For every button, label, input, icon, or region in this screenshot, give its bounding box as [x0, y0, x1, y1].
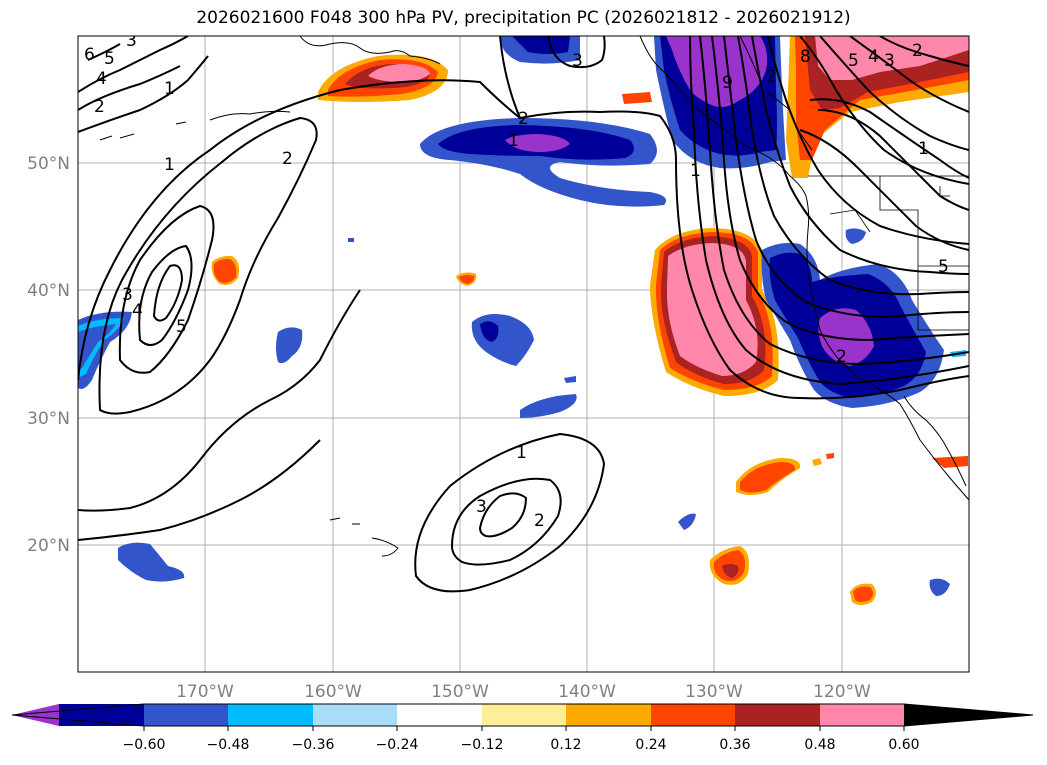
contour-labels: 6 5 4 3 2 1 1 2 3 4 5 2 3 1 2 3 1 2 1 9 …: [84, 31, 949, 531]
contour-label: 1: [164, 79, 175, 99]
contour-label: 2: [836, 347, 847, 367]
colorbar-segment: [397, 704, 482, 726]
colorbar-tick-label: 0.60: [888, 737, 919, 753]
lon-label: 130°W: [685, 682, 743, 702]
contour-label: 2: [766, 67, 777, 87]
contour-label: 4: [96, 69, 107, 89]
lon-label: 170°W: [176, 682, 234, 702]
contour-label: 5: [848, 51, 859, 71]
lon-label: 120°W: [813, 682, 871, 702]
colorbar-tick-label: −0.36: [292, 737, 335, 753]
colorbar-segment: [651, 704, 735, 726]
contour-label: 2: [912, 41, 923, 61]
lon-label: 140°W: [558, 682, 616, 702]
negative-precip-areas: [78, 36, 966, 596]
contour-label: 2: [282, 149, 293, 169]
lon-label: 150°W: [431, 682, 489, 702]
colorbar-segment: [228, 704, 313, 726]
colorbar-segment: [482, 704, 566, 726]
lat-label: 40°N: [27, 281, 70, 301]
contour-label: 1: [164, 155, 175, 175]
contour-label: 2: [94, 97, 105, 117]
contour-label: 2: [534, 511, 545, 531]
longitude-labels: 170°W 160°W 150°W 140°W 130°W 120°W: [176, 682, 871, 702]
coastlines: [99, 36, 969, 557]
colorbar-tick-label: −0.24: [376, 737, 419, 753]
colorbar-tick-label: −0.12: [461, 737, 504, 753]
colorbar: −0.60 −0.48 −0.36 −0.24 −0.12 0.12 0.24 …: [11, 703, 1034, 753]
contour-label: 5: [938, 257, 949, 277]
pv-contours: [78, 36, 969, 593]
colorbar-tick-label: 0.48: [804, 737, 835, 753]
colorbar-tick-label: −0.48: [207, 737, 250, 753]
contour-label: 9: [722, 73, 733, 93]
lon-label: 160°W: [304, 682, 362, 702]
contour-label: 5: [176, 317, 187, 337]
contour-label: 3: [122, 285, 133, 305]
contour-label: 5: [104, 49, 115, 69]
contour-label: 3: [476, 497, 487, 517]
contour-label: 6: [84, 45, 95, 65]
colorbar-tick-label: −0.60: [123, 737, 166, 753]
map-content: 6 5 4 3 2 1 1 2 3 4 5 2 3 1 2 3 1 2 1 9 …: [78, 31, 969, 672]
contour-label: 4: [132, 301, 143, 321]
latitude-labels: 50°N 40°N 30°N 20°N: [27, 154, 70, 556]
contour-label: 3: [884, 51, 895, 71]
colorbar-segment: [735, 704, 820, 726]
colorbar-tick-label: 0.12: [550, 737, 581, 753]
contour-label: 3: [126, 31, 137, 51]
lat-label: 20°N: [27, 536, 70, 556]
colorbar-segment: [12, 704, 59, 726]
map-frame: [77, 35, 970, 673]
contour-label: 4: [868, 47, 879, 67]
contour-label: 1: [508, 131, 519, 151]
colorbar-ticks: [143, 726, 905, 731]
colorbar-segment: [144, 704, 228, 726]
colorbar-segment: [313, 704, 397, 726]
colorbar-segment: [566, 704, 651, 726]
contour-label: 8: [800, 47, 811, 67]
colorbar-tick-label: 0.36: [719, 737, 750, 753]
lat-label: 50°N: [27, 154, 70, 174]
lat-label: 30°N: [27, 409, 70, 429]
map-title: 2026021600 F048 300 hPa PV, precipitatio…: [196, 8, 851, 28]
colorbar-segment: [820, 704, 904, 726]
colorbar-segment: [904, 704, 1033, 726]
contour-label: 1: [918, 139, 929, 159]
contour-label: 3: [572, 51, 583, 71]
contour-label: 1: [516, 443, 527, 463]
contour-label: 2: [518, 109, 529, 129]
contour-label: 1: [690, 161, 701, 181]
colorbar-tick-label: 0.24: [635, 737, 666, 753]
